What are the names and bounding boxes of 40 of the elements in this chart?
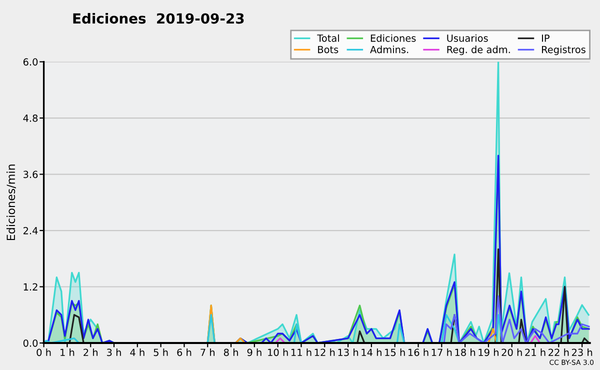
x-tick-label: 16 h [408,348,428,356]
x-tick-label: 20 h [502,348,522,356]
x-tick-label: 8 h [224,348,238,356]
x-tick-label: 0 h [36,348,51,356]
chart-title: Ediciones 2019-09-23 [73,12,244,24]
y-tick-label: 6.0 [23,58,38,66]
legend-label: Usuarios [447,34,488,42]
x-tick-label: 4 h [130,348,144,356]
x-tick-label: 5 h [154,348,168,356]
x-tick-label: 14 h [362,348,382,356]
legend-label: Reg. de adm. [447,46,510,56]
y-axis-title: Ediciones/min [6,164,16,240]
x-tick-label: 12 h [314,348,335,356]
x-tick-label: 6 h [177,348,192,356]
y-tick-label: 2.4 [23,226,38,234]
x-tick-label: 2 h [84,348,98,356]
legend-label: Registros [542,46,586,56]
x-tick-label: 7 h [200,348,215,356]
x-tick-label: 23 h [572,348,592,356]
x-tick-label: 21 h [525,348,546,356]
x-tick-label: 13 h [338,348,358,356]
x-tick-label: 15 h [385,348,405,356]
x-tick-label: 9 h [247,348,262,356]
x-tick-label: 11 h [291,348,312,356]
x-tick-label: 19 h [478,348,498,356]
legend-label: Ediciones [370,34,416,42]
legend-label: Bots [318,46,338,54]
y-tick-label: 1.2 [24,283,38,290]
x-tick-label: 10 h [268,348,288,356]
legend-label: Total [317,34,339,42]
x-tick-label: 17 h [432,348,452,356]
x-tick-label: 22 h [548,348,569,356]
x-tick-label: 3 h [107,348,121,356]
x-tick-label: 18 h [455,348,476,356]
legend-label: Admins. [370,46,408,54]
x-tick-label: 1 h [60,348,74,356]
y-tick-label: 4.8 [23,114,38,122]
legend-label: IP [542,34,550,42]
y-tick-label: 0.0 [23,339,38,347]
y-tick-label: 3.6 [24,170,38,178]
